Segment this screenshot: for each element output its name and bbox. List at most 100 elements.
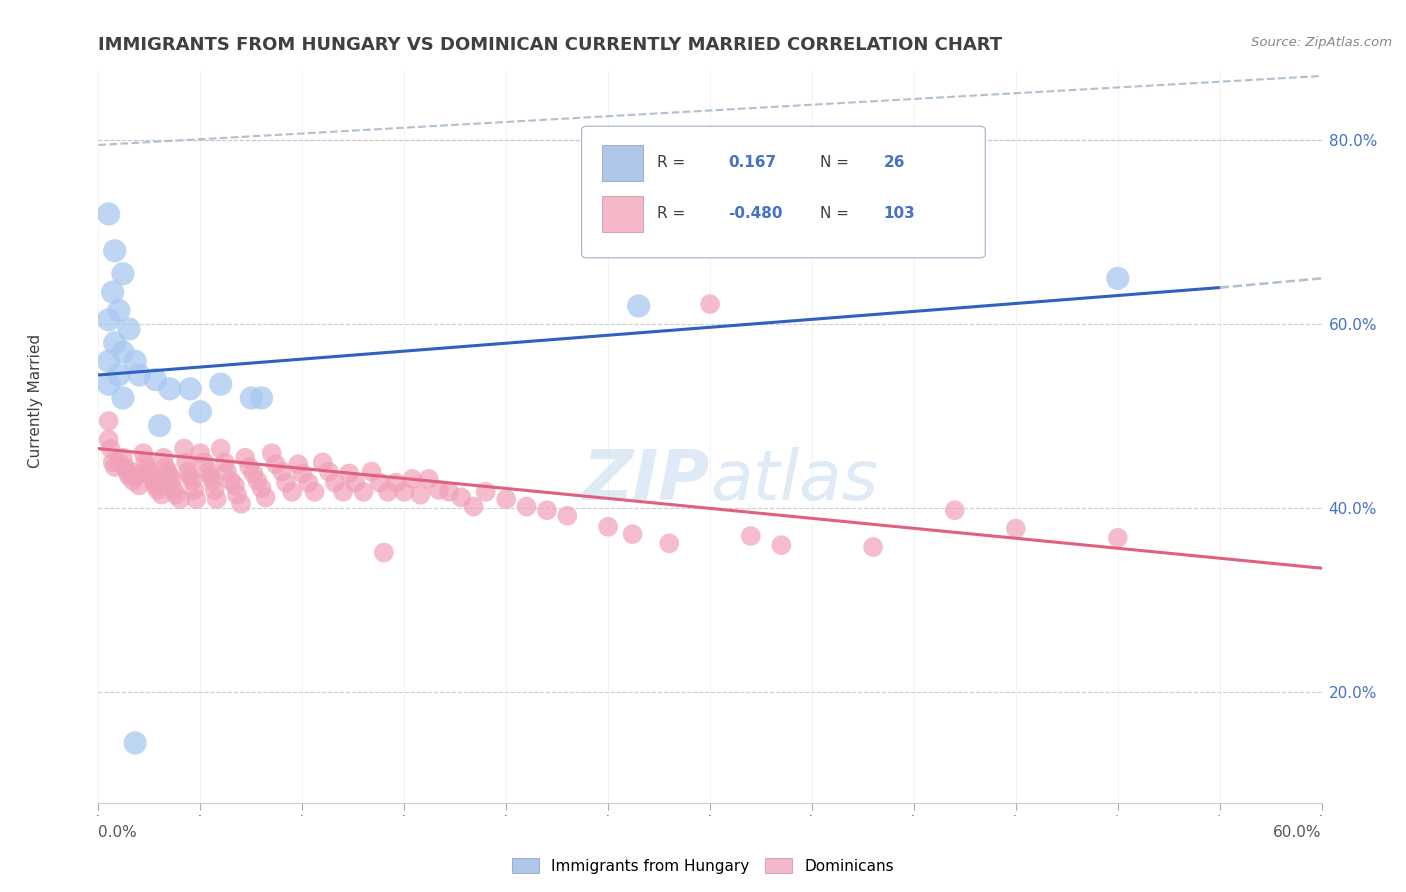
Point	[145, 373, 167, 387]
Point	[200, 469, 222, 483]
Point	[188, 446, 212, 460]
Text: R =: R =	[658, 206, 686, 221]
FancyBboxPatch shape	[582, 126, 986, 258]
Point	[352, 484, 374, 499]
Point	[193, 455, 215, 469]
Point	[312, 455, 335, 469]
Point	[297, 475, 319, 490]
Point	[409, 487, 432, 501]
Text: ZIP: ZIP	[582, 448, 710, 515]
FancyBboxPatch shape	[602, 145, 643, 181]
Point	[152, 450, 174, 465]
Point	[97, 414, 120, 428]
Text: 60.0%: 60.0%	[1274, 825, 1322, 840]
Point	[124, 736, 146, 750]
Point	[246, 474, 269, 488]
Point	[368, 475, 391, 490]
Text: Currently Married: Currently Married	[28, 334, 42, 468]
Point	[186, 492, 208, 507]
Point	[332, 484, 354, 499]
Point	[97, 312, 120, 326]
Point	[204, 483, 226, 497]
Point	[136, 460, 159, 475]
Point	[114, 460, 136, 475]
Point	[150, 487, 173, 501]
Point	[323, 475, 346, 490]
Point	[495, 492, 517, 507]
Point	[740, 529, 762, 543]
Legend: Immigrants from Hungary, Dominicans: Immigrants from Hungary, Dominicans	[506, 852, 900, 880]
Point	[169, 492, 191, 507]
Point	[304, 484, 326, 499]
Point	[97, 377, 120, 392]
Point	[181, 474, 204, 488]
Point	[104, 244, 127, 258]
Point	[146, 483, 169, 497]
Point	[188, 405, 212, 419]
Point	[160, 474, 183, 488]
Point	[159, 382, 181, 396]
Point	[270, 465, 294, 479]
Point	[104, 460, 127, 475]
Point	[173, 442, 195, 456]
Text: atlas: atlas	[710, 448, 877, 515]
Text: 0.0%: 0.0%	[98, 825, 138, 840]
Point	[1107, 531, 1129, 545]
Point	[627, 299, 650, 313]
Point	[264, 457, 287, 471]
Point	[111, 345, 134, 359]
Point	[134, 455, 156, 469]
Point	[142, 474, 165, 488]
Point	[233, 450, 256, 465]
Point	[124, 354, 146, 368]
Text: 103: 103	[884, 206, 915, 221]
Point	[108, 303, 131, 318]
Text: Source: ZipAtlas.com: Source: ZipAtlas.com	[1251, 36, 1392, 49]
Text: IMMIGRANTS FROM HUNGARY VS DOMINICAN CURRENTLY MARRIED CORRELATION CHART: IMMIGRANTS FROM HUNGARY VS DOMINICAN CUR…	[98, 36, 1002, 54]
Point	[124, 469, 146, 483]
Point	[165, 487, 187, 501]
Point	[392, 484, 416, 499]
Point	[274, 475, 297, 490]
Point	[463, 500, 485, 514]
Point	[401, 472, 423, 486]
Text: N =: N =	[820, 206, 849, 221]
Point	[197, 465, 219, 479]
Point	[177, 465, 200, 479]
Point	[337, 467, 360, 481]
Point	[141, 469, 163, 483]
Point	[209, 377, 232, 392]
Point	[179, 469, 201, 483]
Point	[138, 465, 160, 479]
Point	[260, 446, 283, 460]
Point	[156, 465, 179, 479]
Point	[231, 497, 253, 511]
Point	[163, 483, 186, 497]
Point	[104, 335, 127, 350]
Text: -0.480: -0.480	[728, 206, 783, 221]
Point	[238, 460, 260, 475]
Point	[770, 538, 793, 552]
Point	[291, 467, 314, 481]
Point	[120, 465, 142, 479]
Point	[377, 484, 399, 499]
Point	[516, 500, 538, 514]
Point	[118, 469, 141, 483]
Text: R =: R =	[658, 155, 686, 170]
Point	[658, 536, 681, 550]
Point	[159, 469, 181, 483]
Point	[205, 492, 228, 507]
Point	[226, 487, 249, 501]
Point	[111, 391, 134, 405]
Point	[250, 481, 273, 495]
Point	[450, 491, 472, 505]
Point	[201, 474, 224, 488]
Point	[149, 418, 172, 433]
Point	[97, 207, 120, 221]
Point	[437, 484, 460, 499]
Point	[108, 455, 131, 469]
Point	[474, 484, 498, 499]
Point	[100, 442, 122, 456]
Point	[155, 460, 177, 475]
Point	[149, 474, 172, 488]
